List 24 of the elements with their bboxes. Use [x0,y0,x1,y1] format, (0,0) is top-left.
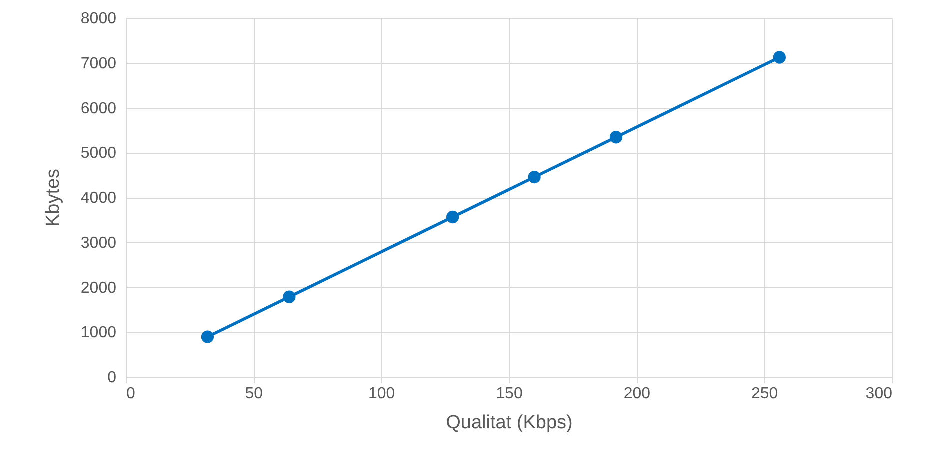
y-tick-label: 0 [108,370,117,386]
point [201,330,214,344]
x-tick-label: 250 [751,386,778,402]
x-tick-label: 200 [624,386,651,402]
y-tick-label: 1000 [80,324,117,342]
y-tick-label: 2000 [80,280,117,297]
y-tick-label: 3000 [80,234,117,252]
point [283,290,296,304]
y-tick-label: 6000 [80,100,117,118]
y-tick-label: 4000 [80,190,117,207]
x-tick-label: 300 [866,386,893,402]
point [773,51,786,64]
x-tick-label: 50 [245,386,264,402]
y-axis-title: Kbytes [42,168,64,228]
point [528,170,541,184]
y-tick-label: 5000 [80,145,117,162]
x-tick-label: 150 [496,386,523,402]
y-tick-label: 8000 [80,10,117,28]
y-tick-label: 7000 [80,55,117,72]
point [610,131,623,144]
x-tick-label: 100 [368,386,396,402]
point [446,210,460,224]
x-tick-label: 0 [126,386,136,402]
x-axis-title: Qualitat (Kbps) [446,412,573,434]
